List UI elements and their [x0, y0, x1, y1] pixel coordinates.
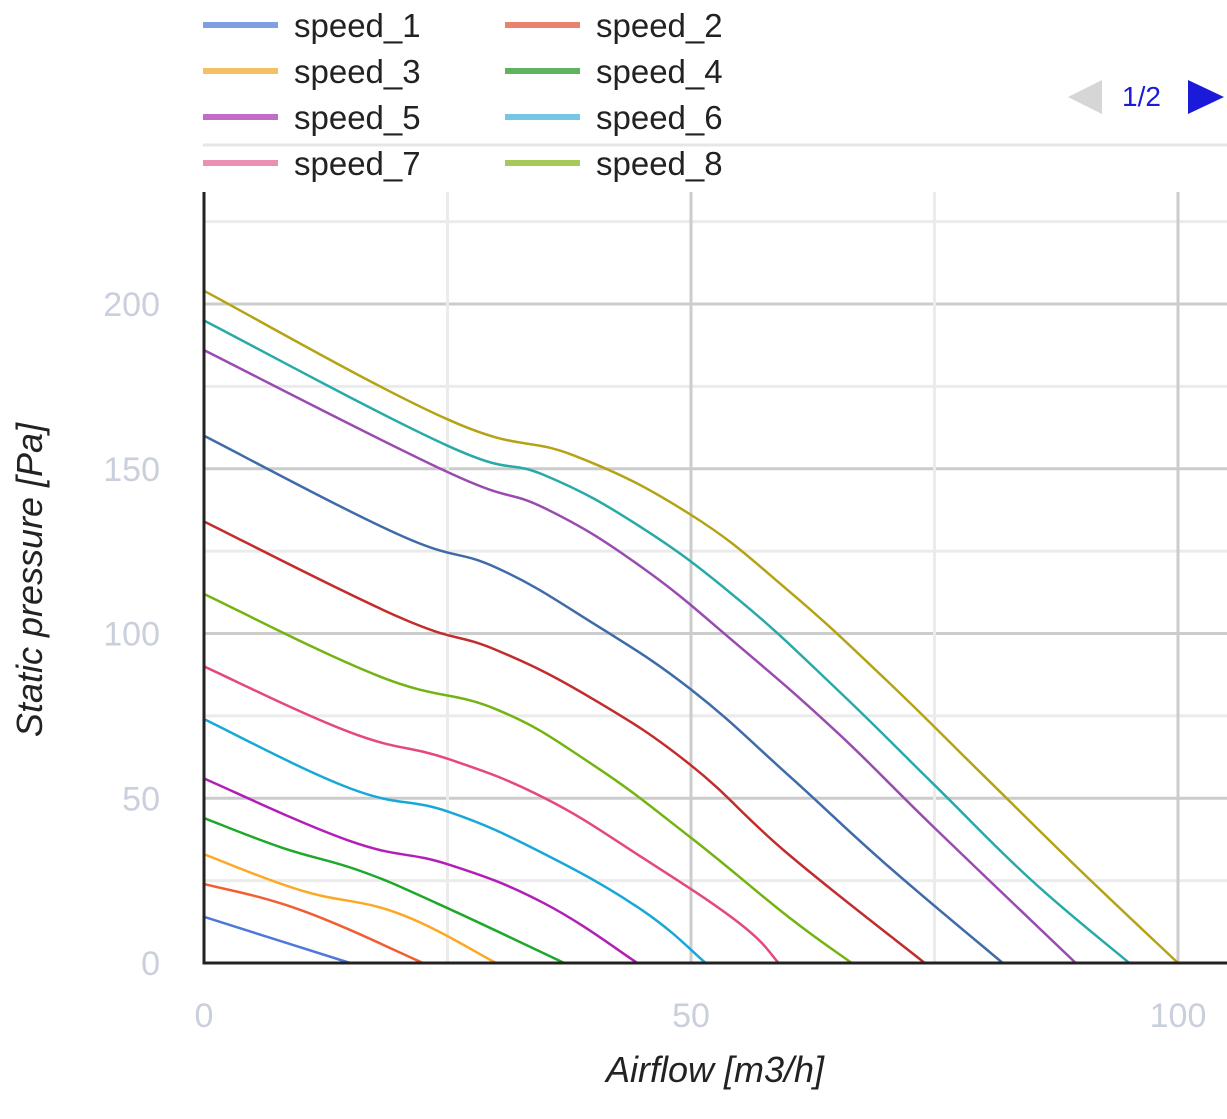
legend-item-speed_8[interactable]: speed_8	[505, 145, 723, 182]
x-axis-title: Airflow [m3/h]	[604, 1049, 825, 1090]
legend-label: speed_4	[596, 53, 723, 90]
axes	[202, 192, 1227, 965]
legend-item-speed_2[interactable]: speed_2	[505, 7, 723, 44]
legend-pager: 1/2	[1068, 80, 1224, 114]
legend-item-speed_6[interactable]: speed_6	[505, 99, 723, 136]
legend-item-speed_3[interactable]: speed_3	[203, 53, 421, 90]
series-line-3	[203, 853, 497, 965]
legend-label: speed_2	[596, 7, 723, 44]
legend-item-speed_4[interactable]: speed_4	[505, 53, 723, 90]
series-line-7	[203, 665, 780, 964]
series-lines	[203, 289, 1179, 965]
x-tick-label: 100	[1150, 997, 1207, 1035]
legend-prev-arrow-icon[interactable]	[1068, 80, 1102, 114]
legend-label: speed_1	[294, 7, 421, 44]
legend-label: speed_6	[596, 99, 723, 136]
legend-item-speed_1[interactable]: speed_1	[203, 7, 421, 44]
x-tick-label: 50	[672, 997, 710, 1035]
series-line-1	[203, 915, 351, 965]
series-line-10	[203, 434, 1004, 964]
legend-label: speed_8	[596, 145, 723, 182]
series-line-2	[203, 882, 424, 965]
y-axis-title: Static pressure [Pa]	[9, 422, 50, 737]
plot-grid	[204, 192, 1227, 963]
y-tick-label: 100	[103, 616, 160, 654]
x-tick-label: 0	[195, 997, 214, 1035]
series-line-9	[203, 520, 926, 964]
y-tick-label: 50	[122, 780, 160, 818]
series-line-13	[203, 289, 1179, 964]
series-line-5	[203, 777, 639, 965]
legend-next-arrow-icon[interactable]	[1188, 80, 1224, 114]
legend-page-indicator: 1/2	[1122, 81, 1161, 112]
y-tick-label: 200	[103, 286, 160, 324]
legend-label: speed_7	[294, 145, 421, 182]
series-line-6	[203, 718, 707, 964]
y-tick-label: 150	[103, 451, 160, 489]
series-line-11	[203, 349, 1077, 964]
legend-item-speed_5[interactable]: speed_5	[203, 99, 421, 136]
series-line-4	[203, 816, 565, 965]
legend-label: speed_5	[294, 99, 421, 136]
series-line-8	[203, 592, 853, 965]
legend-label: speed_3	[294, 53, 421, 90]
legend-item-speed_7[interactable]: speed_7	[203, 145, 421, 182]
y-tick-label: 0	[141, 945, 160, 983]
series-line-12	[203, 319, 1131, 964]
tick-labels: 0 50 100 0 50 100 150 200	[103, 286, 1206, 1035]
